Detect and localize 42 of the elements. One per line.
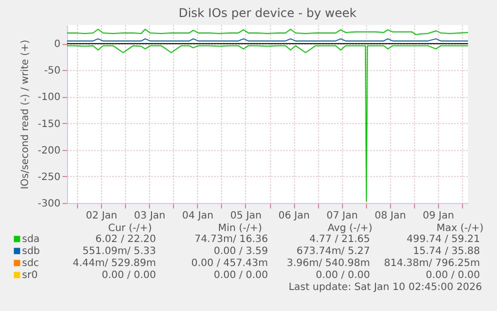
- text: 499.74 / 59.21: [406, 234, 480, 245]
- text: 0.00 / 0.00: [316, 270, 370, 281]
- text: 0.00 / 0.00: [426, 270, 480, 281]
- text: 6.02 / 22.20: [95, 234, 156, 245]
- text: 4.77 / 21.65: [309, 234, 370, 245]
- x-tick-label: 05 Jan: [230, 210, 262, 222]
- legend-label: sda: [22, 234, 40, 245]
- text: Cur (-/+): [108, 223, 152, 234]
- text: 673.74m/ 5.27: [296, 246, 370, 257]
- x-tick-label: 06 Jan: [278, 210, 310, 222]
- y-axis-title: IOs/second read (-) / write (+): [20, 40, 31, 190]
- text: 0.00 / 0.00: [214, 270, 268, 281]
- text: Min (-/+): [218, 223, 262, 234]
- text: 814.38m/ 796.25m: [384, 258, 480, 269]
- text: 551.09m/ 5.33: [82, 246, 156, 257]
- text: 4.44m/ 529.89m: [72, 258, 156, 269]
- y-tick-label: -50: [44, 66, 60, 77]
- text: Avg (-/+): [328, 223, 373, 234]
- y-tick-label: 0: [54, 39, 60, 50]
- text: Last update: Sat Jan 10 02:45:00 2026: [288, 282, 482, 293]
- legend-label: sdb: [22, 246, 40, 257]
- x-tick-label: 03 Jan: [134, 210, 166, 222]
- text: 0.00 / 0.00: [102, 270, 156, 281]
- y-tick-label: -250: [38, 172, 60, 183]
- y-tick-label: -150: [38, 118, 60, 130]
- y-tick-label: -100: [38, 92, 60, 104]
- text: Max (-/+): [436, 223, 484, 234]
- y-tick-label: -300: [38, 198, 60, 210]
- legend-label: sdc: [22, 258, 40, 269]
- y-tick-label: -200: [38, 145, 60, 156]
- x-tick-label: 02 Jan: [86, 210, 118, 222]
- chart-title: Disk IOs per device - by week: [178, 6, 356, 20]
- text: 15.74 / 35.88: [413, 246, 480, 257]
- x-tick-label: 07 Jan: [326, 210, 358, 222]
- text: 0.00 / 3.59: [214, 246, 268, 257]
- legend-label: sr0: [22, 270, 38, 281]
- x-tick-label: 04 Jan: [182, 210, 214, 222]
- text: 0.00 / 457.43m: [191, 258, 268, 269]
- x-tick-label: 09 Jan: [422, 210, 454, 222]
- text: 3.96m/ 540.98m: [286, 258, 370, 269]
- text: 74.73m/ 16.36: [194, 234, 268, 245]
- x-tick-label: 08 Jan: [374, 210, 406, 222]
